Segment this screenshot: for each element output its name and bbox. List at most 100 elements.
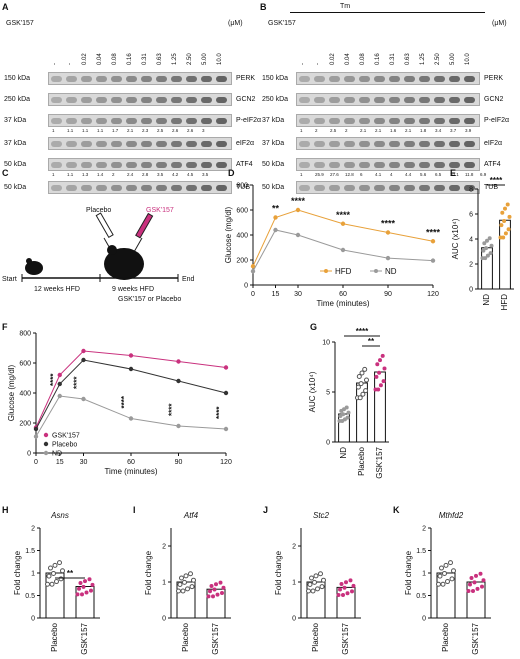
data-point xyxy=(78,581,83,586)
data-point xyxy=(89,588,93,593)
blot-band-row xyxy=(296,181,480,194)
blot-band xyxy=(404,118,415,124)
data-point xyxy=(49,581,55,587)
densitometry-value: 2 xyxy=(112,172,115,177)
data-point xyxy=(221,585,226,590)
densitometry-value: 1.1 xyxy=(67,128,74,133)
densitometry-value: 6.9 xyxy=(480,172,487,177)
y-tick-label: 600 xyxy=(236,208,248,215)
lane-concentration: 2.50 xyxy=(187,53,193,65)
blot-band xyxy=(389,97,400,103)
phase2-label: 9 weeks HFD xyxy=(112,286,155,293)
start-label: Start xyxy=(2,276,17,283)
panel-b-tm-label: Tm xyxy=(340,3,351,10)
blot-band xyxy=(344,185,355,191)
blot-band xyxy=(111,118,122,124)
data-point xyxy=(90,582,95,587)
drug-label: GSK'157 xyxy=(146,207,174,214)
x-tick-label: 15 xyxy=(56,459,64,466)
y-tick-label: 1 xyxy=(31,571,35,578)
lane-concentration: 0.08 xyxy=(112,53,118,65)
blot-band xyxy=(171,118,182,124)
data-point xyxy=(378,358,382,363)
data-point xyxy=(468,582,472,587)
kda-marker: 37 kDa xyxy=(4,117,27,124)
blot-band xyxy=(156,185,167,191)
y-tick-label: 0 xyxy=(292,616,296,623)
panel-k-letter: K xyxy=(393,505,400,515)
blot-band xyxy=(156,141,167,147)
data-point xyxy=(309,575,314,581)
blot-band xyxy=(404,97,415,103)
densitometry-value: 2.1 xyxy=(127,128,134,133)
data-point xyxy=(472,580,477,585)
densitometry-value: 4 xyxy=(390,172,393,177)
legend-label: ND xyxy=(52,451,62,458)
x-category-label: GSK'157 xyxy=(471,622,480,654)
densitometry-value: 2.5 xyxy=(157,128,164,133)
densitometry-value: 1 xyxy=(52,172,55,177)
gene-title: Mthfd2 xyxy=(439,511,464,520)
blot-band xyxy=(81,185,92,191)
blot-band xyxy=(329,162,340,168)
blot-band xyxy=(359,76,370,82)
data-point xyxy=(358,381,364,387)
significance-mark: ** xyxy=(368,337,375,346)
y-tick-label: 1 xyxy=(292,580,296,587)
data-point xyxy=(183,573,189,579)
data-point xyxy=(81,357,86,363)
blot-band-row xyxy=(48,137,232,150)
x-tick-label: 0 xyxy=(251,291,255,298)
data-point xyxy=(506,227,511,232)
blot-band xyxy=(419,76,430,82)
data-point xyxy=(487,236,492,241)
y-tick-label: 5 xyxy=(326,390,330,397)
lane-concentration: 1.25 xyxy=(172,53,178,65)
blot-band xyxy=(359,118,370,124)
blot-band xyxy=(464,76,475,82)
densitometry-value: 3.5 xyxy=(157,172,164,177)
kda-marker: 150 kDa xyxy=(262,75,289,82)
chart-g: 0 5 10 AUC (x10⁴) ND Placebo GSK'157 ****** xyxy=(308,328,389,479)
data-point xyxy=(182,579,187,585)
densitometry-value: 3.7 xyxy=(450,128,457,133)
blot-band xyxy=(374,162,385,168)
data-point xyxy=(375,362,380,367)
blot-band xyxy=(299,185,310,191)
blot-band xyxy=(186,97,197,103)
y-tick-label: 10 xyxy=(322,340,330,347)
densitometry-value: 1 xyxy=(300,172,303,177)
protein-label: PERK xyxy=(484,75,504,82)
densitometry-value: 5.6 xyxy=(420,172,427,177)
legend-marker xyxy=(324,269,328,273)
y-tick-label: 2 xyxy=(162,544,166,551)
densitometry-value: 6.5 xyxy=(435,172,442,177)
panel-b-treatment-label: GSK'157 xyxy=(268,20,296,27)
blot-band xyxy=(51,185,62,191)
data-point xyxy=(475,586,480,591)
data-point xyxy=(57,393,62,399)
blot-band xyxy=(216,141,227,147)
blot-band xyxy=(389,162,400,168)
data-point xyxy=(250,269,256,274)
blot-band xyxy=(419,141,430,147)
y-tick-label: 0.5 xyxy=(25,593,35,600)
blot-band xyxy=(314,185,325,191)
densitometry-value: 4.4 xyxy=(405,172,412,177)
densitometry-value: 2 xyxy=(315,128,318,133)
blot-band-row xyxy=(296,72,480,85)
lane-concentration: - xyxy=(315,63,321,65)
panel-a-treatment-label: GSK'157 xyxy=(6,20,34,27)
blot-band xyxy=(126,141,137,147)
data-point xyxy=(507,214,512,219)
blot-band xyxy=(186,141,197,147)
x-tick-label: 30 xyxy=(80,459,88,466)
data-point xyxy=(176,359,181,364)
densitometry-value: 25.9 xyxy=(315,172,324,177)
blot-band xyxy=(141,76,152,82)
x-tick-label: 60 xyxy=(127,459,135,466)
densitometry-value: 2.1 xyxy=(375,128,382,133)
blot-band xyxy=(389,141,400,147)
densitometry-value: 4.5 xyxy=(187,172,194,177)
blot-band xyxy=(141,185,152,191)
